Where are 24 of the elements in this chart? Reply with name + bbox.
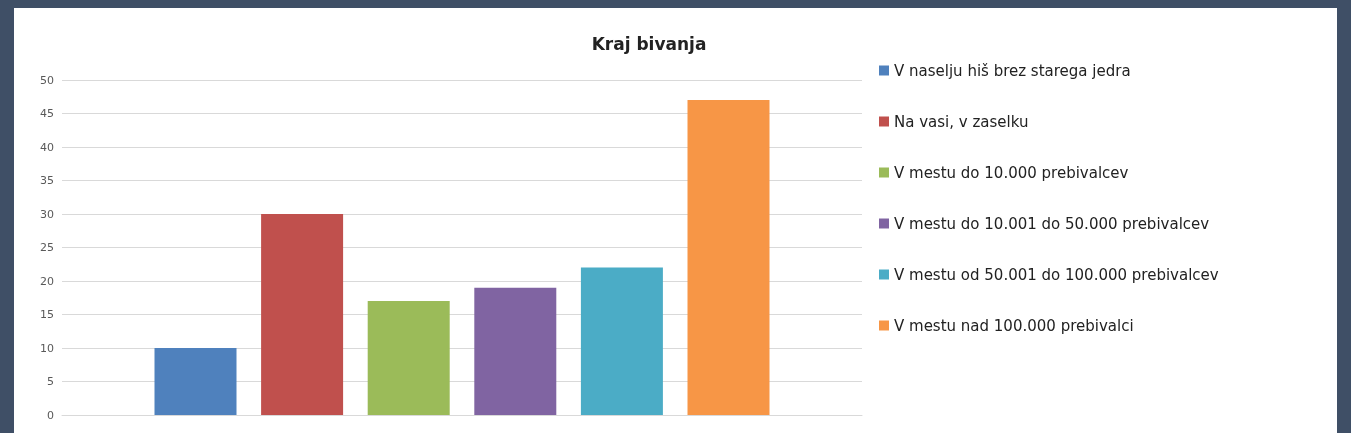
y-tick-label: 5 <box>47 375 54 388</box>
y-tick-label: 35 <box>40 174 54 187</box>
legend-label: V mestu nad 100.000 prebivalci <box>894 316 1134 335</box>
y-tick-label: 40 <box>40 140 54 154</box>
bar <box>261 214 344 415</box>
y-tick-label: 0 <box>47 408 54 422</box>
legend-label: V mestu do 10.000 prebivalcev <box>894 163 1129 182</box>
y-tick-label: 10 <box>40 341 54 355</box>
bar <box>154 348 237 415</box>
y-tick-label: 25 <box>40 241 54 254</box>
y-tick-label: 15 <box>40 308 54 321</box>
legend-label: V mestu do 10.001 do 50.000 prebivalcev <box>894 214 1210 233</box>
y-tick-label: 50 <box>40 73 54 87</box>
bar <box>367 301 450 415</box>
legend-label: V mestu od 50.001 do 100.000 prebivalcev <box>894 265 1219 284</box>
chart-title: Kraj bivanja <box>591 33 707 54</box>
bar <box>580 267 663 415</box>
bar <box>687 100 770 415</box>
y-tick-label: 20 <box>40 274 54 288</box>
bar <box>474 287 557 415</box>
legend-label: V naselju hiš brez starega jedra <box>894 61 1131 80</box>
y-tick-label: 45 <box>40 107 54 120</box>
y-tick-label: 30 <box>40 207 54 221</box>
legend-label: Na vasi, v zaselku <box>894 112 1029 131</box>
